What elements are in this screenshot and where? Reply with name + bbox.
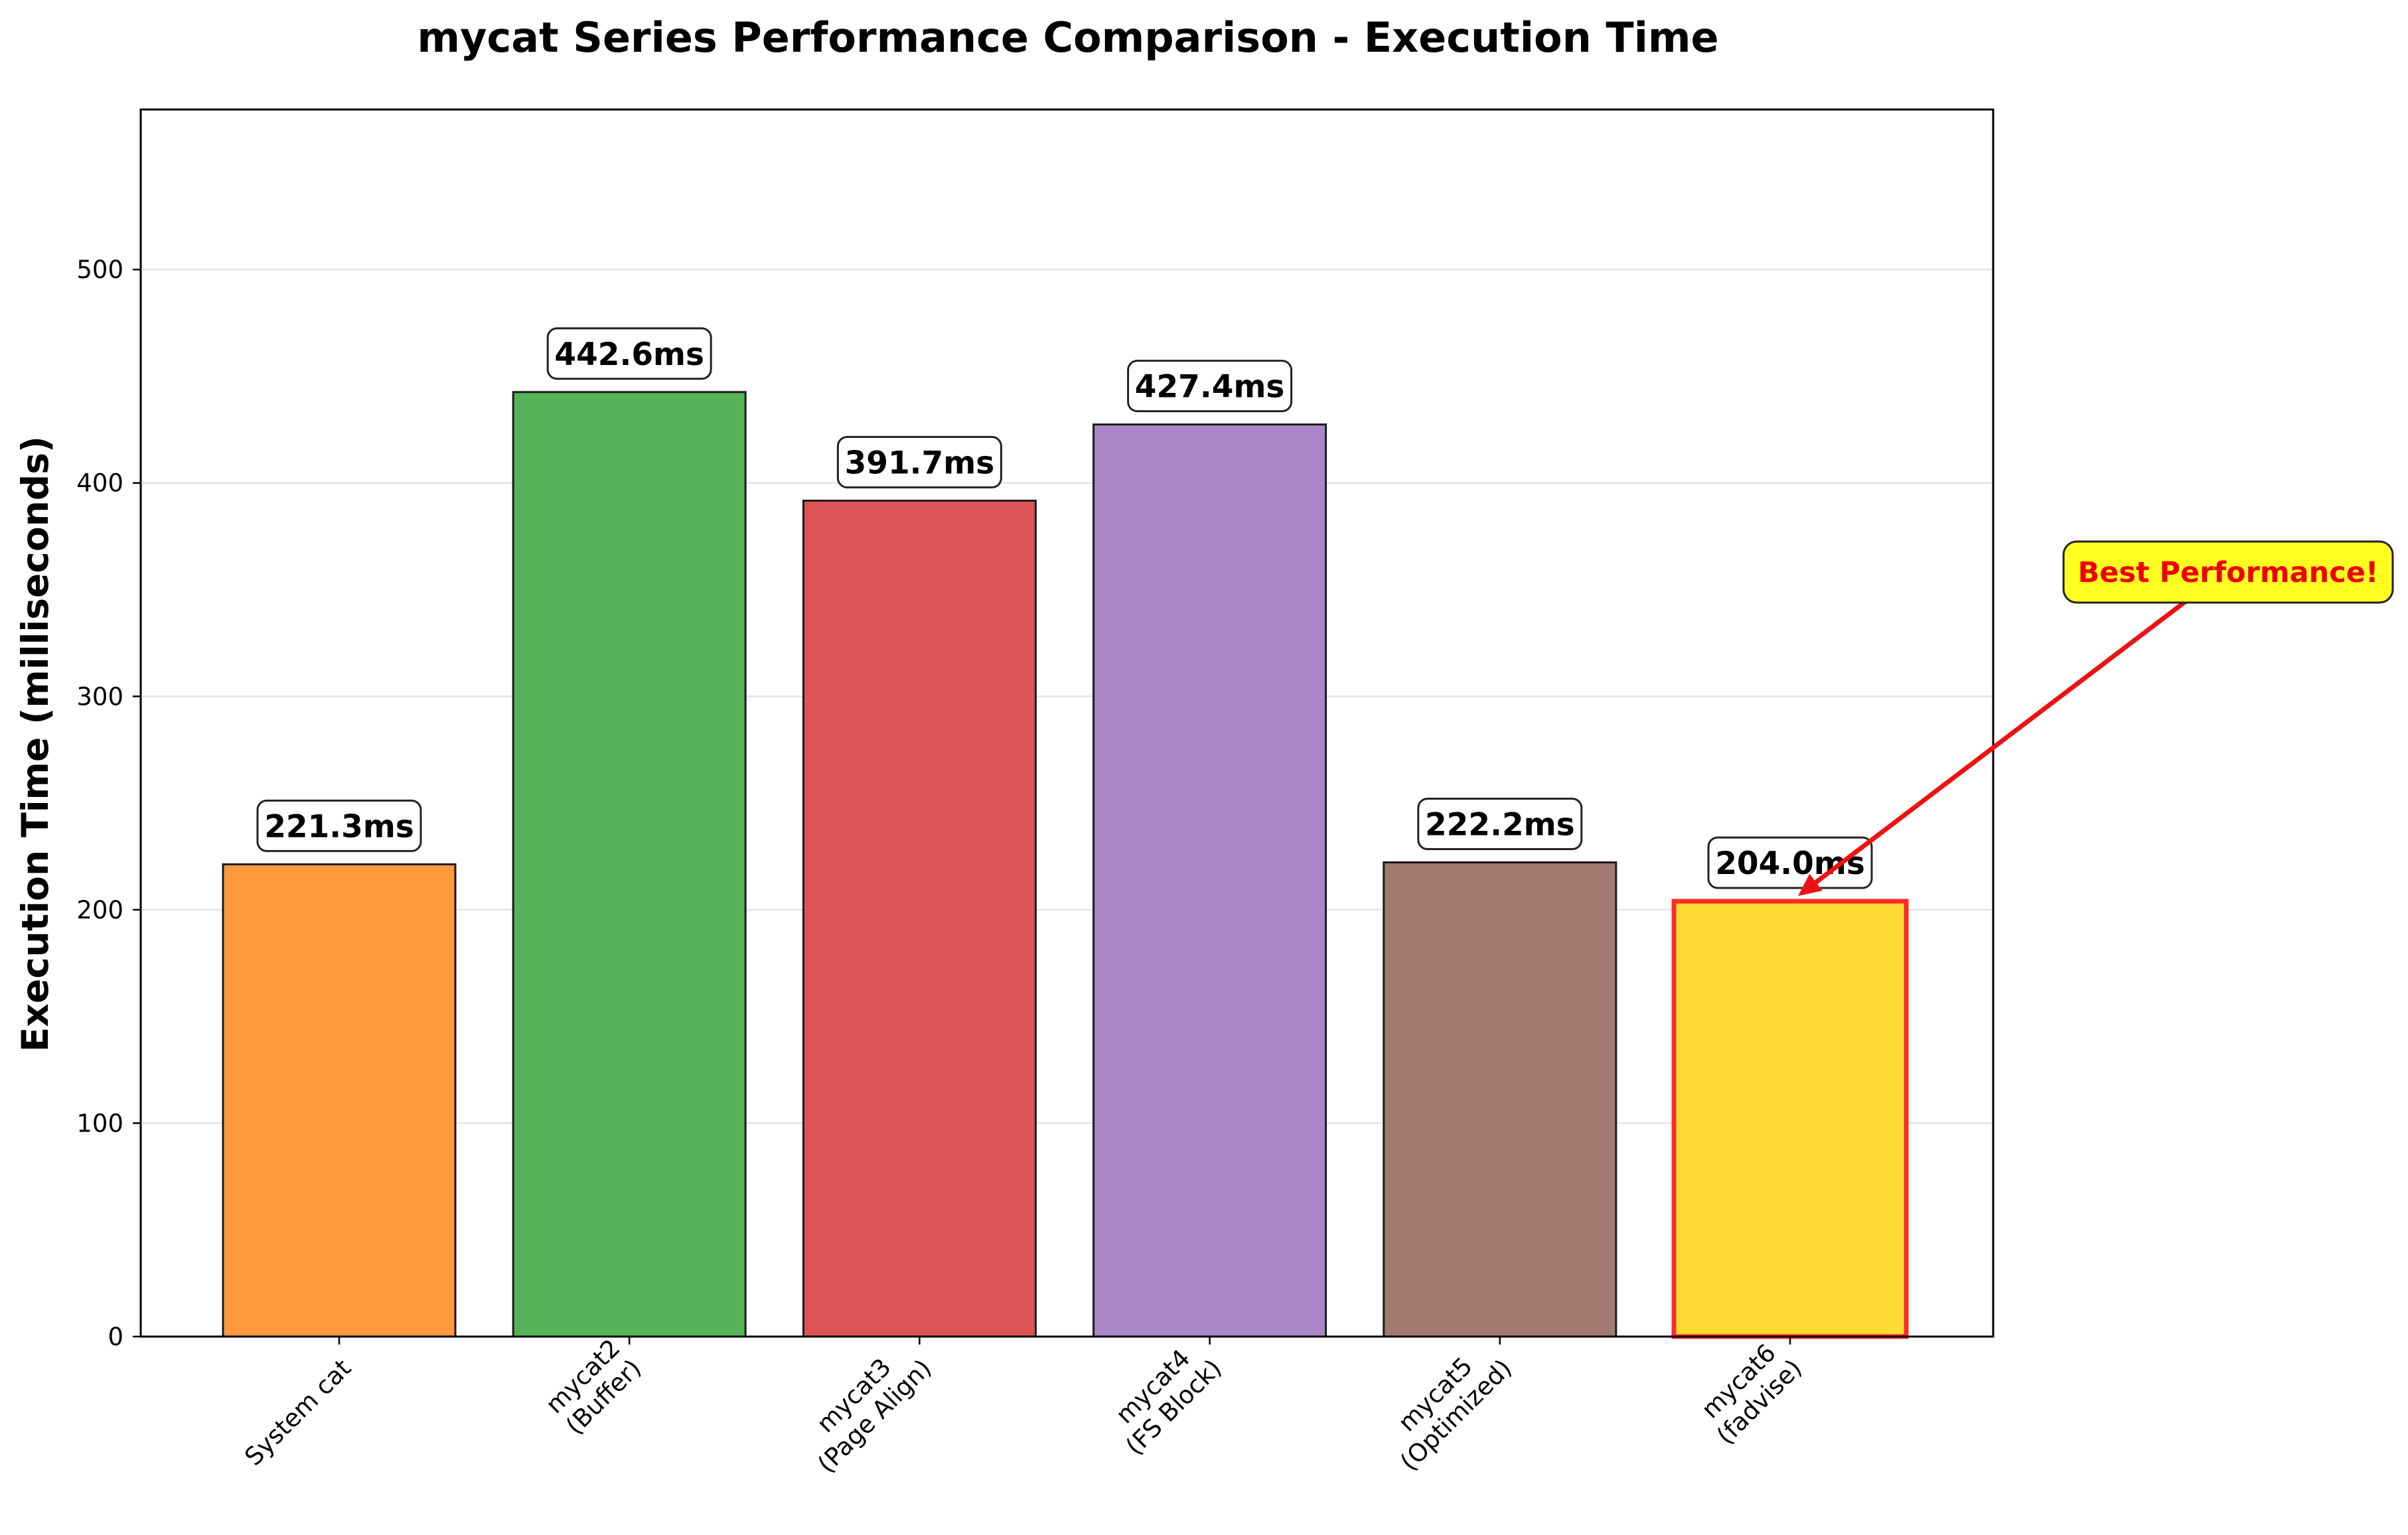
annotation-box (2062, 540, 2394, 604)
annotation-arrow-head (1798, 873, 1823, 897)
data-label-box (1127, 360, 1293, 413)
data-label: 442.6ms (554, 336, 704, 373)
x-tick-label: mycat3(Page Align) (791, 1333, 937, 1479)
x-tick-label: mycat2(Buffer) (540, 1333, 647, 1441)
x-axis: System cat mycat2(Buffer) mycat3(Page Alig… (239, 1333, 1807, 1479)
y-tick-label: 500 (76, 256, 123, 284)
bar-5 (1671, 899, 1909, 1339)
bar-2 (802, 499, 1037, 1338)
y-tick-label: 0 (108, 1323, 123, 1351)
annotation-text: Best Performance! (2077, 556, 2378, 589)
bar-3 (1092, 423, 1327, 1338)
bar-1 (512, 391, 747, 1338)
plot-frame (139, 108, 1994, 1338)
y-tick-label: 100 (76, 1109, 123, 1137)
y-axis-label: Execution Time (milliseconds) (14, 436, 56, 1052)
data-label-box (546, 327, 712, 380)
x-tick-label-text: mycat6(fadvise) (1691, 1333, 1807, 1450)
chart-title: mycat Series Performance Comparison - Ex… (417, 13, 1718, 62)
y-tick-label: 400 (76, 469, 123, 498)
x-tick-label: mycat6(fadvise) (1691, 1333, 1807, 1450)
data-label-box (836, 435, 1002, 488)
data-label: 391.7ms (845, 445, 995, 481)
x-tick-label-text: mycat4(FS Block) (1100, 1333, 1227, 1461)
data-label: 222.2ms (1425, 806, 1575, 843)
bars (222, 391, 1909, 1339)
x-tick-label-text: System cat (239, 1354, 356, 1471)
x-tick-label: System cat (239, 1354, 356, 1471)
data-label-box (1417, 797, 1583, 850)
data-label-box (1707, 836, 1873, 889)
data-labels: 221.3ms442.6ms391.7ms427.4ms222.2ms204.0… (256, 327, 1873, 889)
bar-0 (222, 863, 457, 1338)
y-axis: 0 100 200 300 400 500 (76, 256, 141, 1351)
annotation-arrow-shaft (1814, 600, 2187, 885)
x-tick-label-line: System cat (239, 1354, 356, 1471)
x-tick-label-text: mycat5(Optimized) (1374, 1333, 1517, 1477)
data-label: 221.3ms (264, 808, 414, 845)
x-tick-label-text: mycat3(Page Align) (791, 1333, 937, 1479)
x-tick-label: mycat4(FS Block) (1100, 1333, 1227, 1461)
y-tick-label: 300 (76, 682, 123, 711)
data-label: 427.4ms (1135, 369, 1285, 405)
bar-4 (1383, 861, 1618, 1338)
x-tick-label: mycat5(Optimized) (1374, 1333, 1517, 1477)
x-tick-label-text: mycat2(Buffer) (540, 1333, 646, 1440)
best-performance-annotation: Best Performance! (1798, 540, 2394, 897)
data-label-box (256, 799, 422, 852)
y-tick-label: 200 (76, 896, 123, 924)
